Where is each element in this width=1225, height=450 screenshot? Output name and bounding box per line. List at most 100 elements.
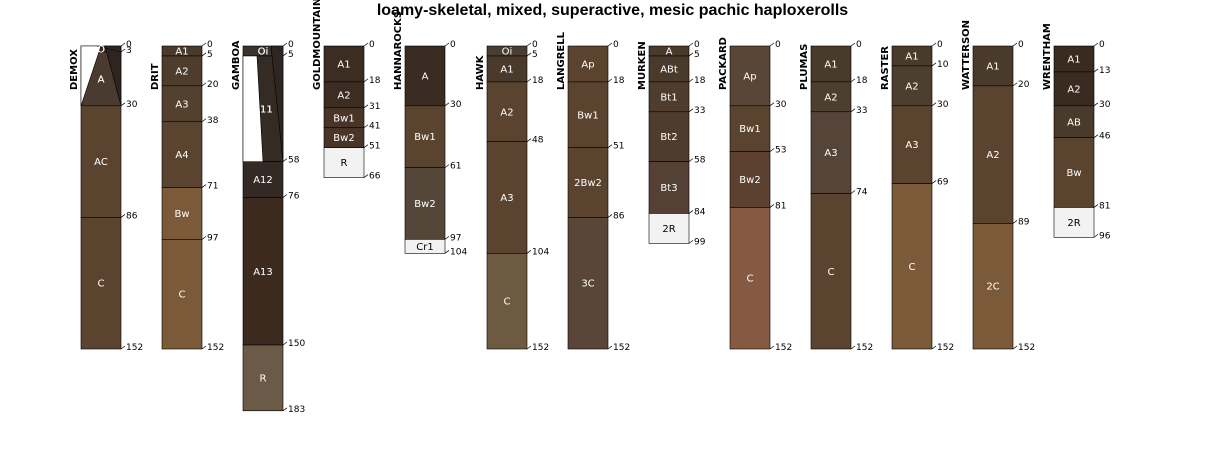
depth-label: 152 xyxy=(207,343,224,353)
depth-tick xyxy=(120,42,126,47)
horizon-label: A2 xyxy=(905,81,918,92)
depth-tick xyxy=(850,108,856,113)
horizon-label: Oi xyxy=(258,46,269,57)
horizon-block xyxy=(404,45,446,107)
depth-label: 152 xyxy=(126,343,143,353)
horizon-block xyxy=(810,81,852,113)
depth-tick xyxy=(688,52,694,57)
profile-name: PACKARD xyxy=(718,37,729,90)
depth-label: 18 xyxy=(369,76,381,86)
depth-tick xyxy=(201,42,207,47)
soil-profile-hawk: HAWK Oi A1 A2 A3 C 05 18 48 104 152 xyxy=(475,40,549,353)
horizon-label: AC xyxy=(94,157,108,168)
depth-tick xyxy=(1093,42,1099,47)
depth-label: 18 xyxy=(532,76,544,86)
depth-tick xyxy=(688,78,694,83)
horizon-label: A2 xyxy=(1067,84,1080,95)
horizon-label: Bt2 xyxy=(660,132,677,143)
depth-label: 30 xyxy=(1099,100,1111,110)
depth-label: 18 xyxy=(856,76,868,86)
depth-label: 0 xyxy=(1018,40,1024,50)
depth-label: 76 xyxy=(288,192,300,202)
depth-tick xyxy=(688,42,694,47)
depth-tick xyxy=(444,42,450,47)
horizon-block xyxy=(404,239,446,254)
depth-label: 51 xyxy=(613,142,624,152)
depth-tick xyxy=(526,345,532,350)
depth-label: 0 xyxy=(207,40,213,50)
depth-label: 48 xyxy=(532,136,544,146)
horizon-block xyxy=(161,239,203,350)
depth-tick xyxy=(363,78,369,83)
depth-label: 58 xyxy=(694,156,706,166)
depth-label: 5 xyxy=(288,50,294,60)
depth-tick xyxy=(363,42,369,47)
depth-tick xyxy=(1093,204,1099,208)
depth-label: 96 xyxy=(1099,231,1111,241)
horizon-block xyxy=(404,105,446,168)
horizon-label: Bw1 xyxy=(739,124,760,135)
horizon-label: A1 xyxy=(1067,54,1080,65)
depth-tick xyxy=(1012,345,1018,350)
depth-tick xyxy=(850,78,856,83)
horizon-label: C xyxy=(504,297,511,308)
horizon-label: A1 xyxy=(175,46,188,57)
depth-label: 51 xyxy=(369,142,380,152)
depth-label: 30 xyxy=(775,100,787,110)
horizon-label: A2 xyxy=(175,66,188,77)
horizon-label: O xyxy=(97,44,105,55)
horizon-label: A1 xyxy=(905,51,918,62)
depth-label: 38 xyxy=(207,116,219,126)
depth-label: 99 xyxy=(694,237,706,247)
soil-profile-raster: RASTER A1 A2 A3 C 0 10 30 69 152 xyxy=(880,40,954,353)
depth-label: 81 xyxy=(775,201,786,211)
horizon-block xyxy=(729,45,771,107)
depth-tick xyxy=(526,138,532,142)
depth-label: 30 xyxy=(937,100,949,110)
depth-tick xyxy=(526,78,532,83)
horizon-label: Bw xyxy=(1066,168,1081,179)
depth-tick xyxy=(607,214,613,218)
depth-label: 183 xyxy=(288,405,305,415)
depth-tick xyxy=(931,102,937,107)
profile-name: WATTERSON xyxy=(961,20,972,90)
horizon-tongue xyxy=(80,45,102,106)
depth-label: 30 xyxy=(126,100,138,110)
horizon-label: A13 xyxy=(253,267,273,278)
depth-label: 18 xyxy=(613,76,625,86)
depth-label: 152 xyxy=(1018,343,1035,353)
depth-label: 30 xyxy=(450,100,462,110)
horizon-label: A3 xyxy=(500,193,513,204)
depth-label: 18 xyxy=(694,76,706,86)
horizon-label: Ap xyxy=(743,71,756,82)
depth-tick xyxy=(282,52,288,57)
depth-label: 152 xyxy=(775,343,792,353)
horizon-block xyxy=(648,161,690,214)
depth-tick xyxy=(526,52,532,57)
horizon-label: C xyxy=(747,274,754,285)
depth-tick xyxy=(282,341,288,346)
horizon-label: Oi xyxy=(502,46,513,57)
horizon-label: A2 xyxy=(986,150,999,161)
horizon-block xyxy=(486,81,528,142)
soil-profile-drit: DRIT A1 A2 A3 A4 Bw C 05 20 38 71 97 152 xyxy=(150,40,224,353)
depth-label: 86 xyxy=(613,211,625,221)
depth-tick xyxy=(931,180,937,184)
depth-tick xyxy=(282,194,288,198)
horizon-label: A12 xyxy=(253,175,273,186)
depth-tick xyxy=(850,190,856,194)
depth-label: 69 xyxy=(937,178,949,188)
horizon-block xyxy=(323,81,365,109)
horizon-block xyxy=(648,213,690,244)
horizon-block xyxy=(486,141,528,254)
horizon-block xyxy=(972,223,1014,350)
depth-label: 0 xyxy=(1099,40,1105,50)
horizon-tongue xyxy=(242,55,264,162)
horizon-label: Bw1 xyxy=(333,113,354,124)
depth-label: 0 xyxy=(369,40,375,50)
depth-tick xyxy=(1093,134,1099,138)
horizon-block xyxy=(972,85,1014,224)
depth-label: 71 xyxy=(207,182,218,192)
depth-tick xyxy=(931,345,937,350)
